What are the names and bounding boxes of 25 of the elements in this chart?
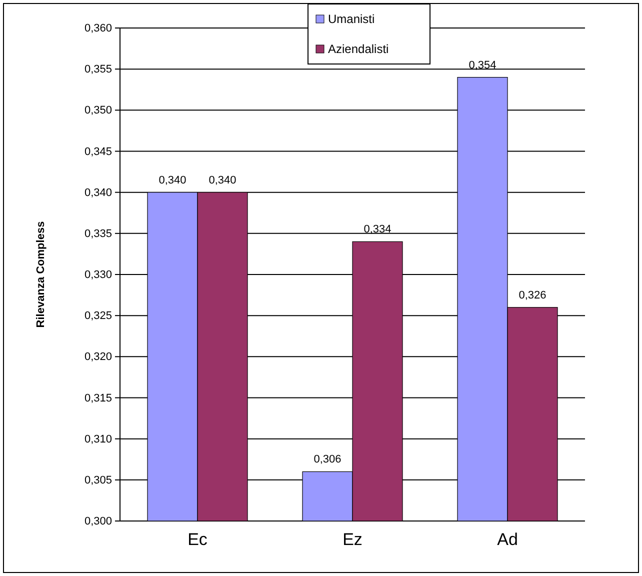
y-tick-label: 0,300 (84, 516, 112, 528)
y-tick-label: 0,310 (84, 433, 112, 446)
y-tick-label: 0,350 (84, 104, 112, 117)
x-tick-label: Ad (497, 530, 518, 550)
data-label: 0,354 (468, 59, 496, 72)
data-label: 0,326 (518, 289, 546, 302)
data-label: 0,340 (158, 174, 186, 186)
data-label: 0,340 (208, 174, 236, 186)
data-label: 0,334 (364, 224, 392, 236)
y-tick-label: 0,340 (84, 186, 112, 199)
y-tick-label: 0,345 (84, 146, 112, 158)
y-tick-label: 0,320 (84, 351, 112, 364)
legend-label: Umanisti (328, 12, 375, 26)
y-tick-label: 0,325 (84, 310, 112, 322)
y-tick-label: 0,335 (84, 228, 112, 240)
y-tick-label: 0,315 (84, 392, 112, 404)
legend-label: Aziendalisti (328, 42, 389, 56)
y-tick-label: 0,330 (84, 269, 112, 282)
y-axis-title: Rilevanza Compless (35, 221, 47, 328)
x-tick-label: Ez (342, 530, 362, 550)
y-tick-label: 0,360 (84, 22, 112, 35)
y-tick-label: 0,305 (84, 474, 112, 486)
x-tick-label: Ec (188, 530, 208, 550)
data-label: 0,306 (314, 454, 342, 466)
y-tick-label: 0,355 (84, 64, 112, 76)
